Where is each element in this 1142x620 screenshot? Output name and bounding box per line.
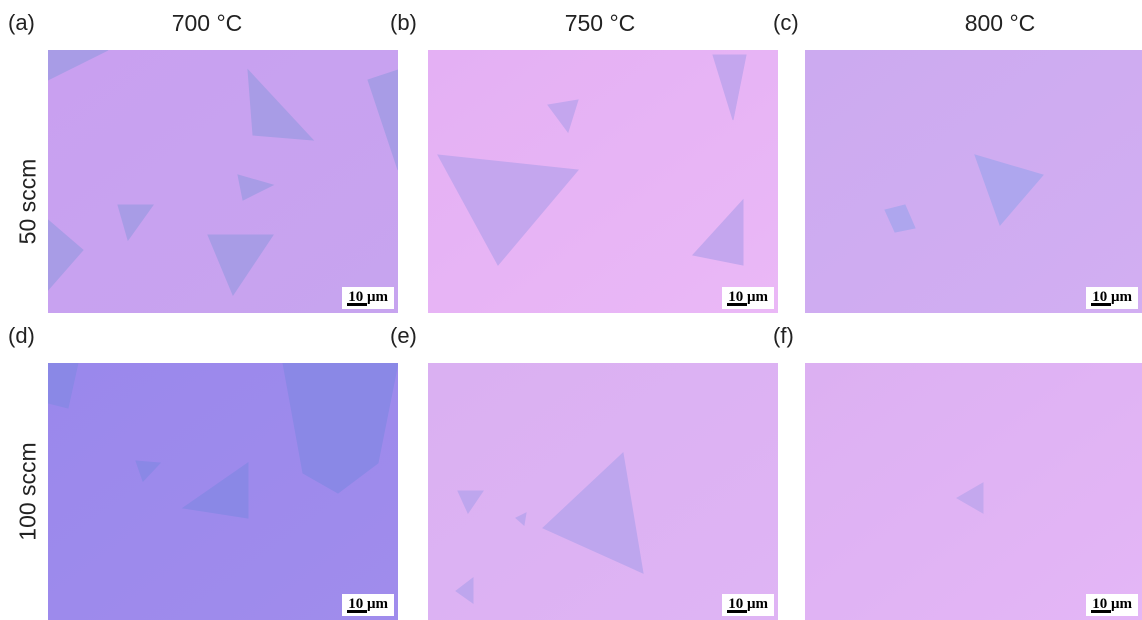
panel-label: (b): [390, 10, 417, 36]
column-title: 800 °C: [900, 10, 1100, 37]
micrograph-image: [805, 363, 1142, 620]
scale-bar: 10 μm: [722, 287, 774, 309]
micrograph-image: [428, 50, 778, 313]
micrograph-image: [805, 50, 1142, 313]
micrograph: 10 μm: [428, 50, 778, 313]
substrate: [805, 50, 1142, 313]
panel-label: (e): [390, 323, 417, 349]
micrograph-image: [48, 50, 398, 313]
column-title: 700 °C: [107, 10, 307, 37]
micrograph: 10 μm: [428, 363, 778, 620]
micrograph: 10 μm: [48, 363, 398, 620]
substrate: [48, 50, 398, 313]
micrograph-image: [48, 363, 398, 620]
micrograph: 10 μm: [805, 50, 1142, 313]
figure: 700 °C 750 °C 800 °C 50 sccm 100 sccm (a…: [0, 0, 1142, 620]
scale-bar: 10 μm: [342, 287, 394, 309]
column-title: 750 °C: [500, 10, 700, 37]
panel-label: (d): [8, 323, 35, 349]
micrograph: 10 μm: [805, 363, 1142, 620]
panel-label: (f): [773, 323, 794, 349]
scale-bar: 10 μm: [342, 594, 394, 616]
row-label: 100 sccm: [15, 392, 42, 592]
scale-bar: 10 μm: [1086, 594, 1138, 616]
micrograph: 10 μm: [48, 50, 398, 313]
panel-label: (c): [773, 10, 799, 36]
panel-label: (a): [8, 10, 35, 36]
micrograph-image: [428, 363, 778, 620]
row-label: 50 sccm: [15, 102, 42, 302]
scale-bar: 10 μm: [1086, 287, 1138, 309]
scale-bar: 10 μm: [722, 594, 774, 616]
